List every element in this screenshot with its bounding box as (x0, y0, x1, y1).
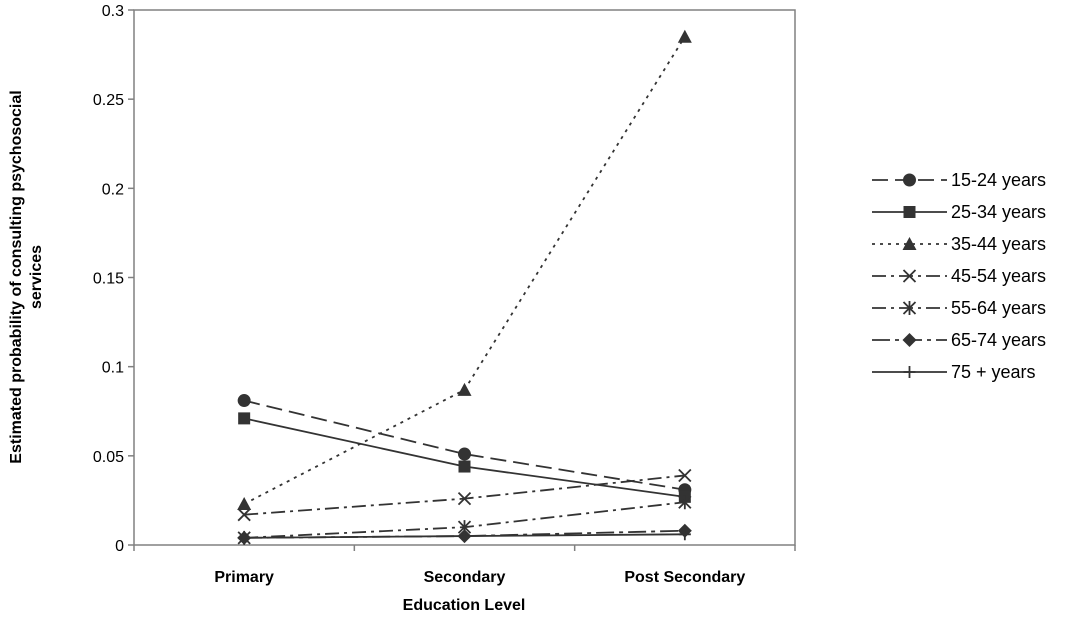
plus-marker (458, 530, 471, 543)
series-7 (238, 528, 691, 544)
square-marker (238, 412, 251, 425)
legend-label: 45-54 years (951, 266, 1046, 286)
x-category-label: Secondary (424, 569, 506, 586)
legend-label: 25-34 years (951, 202, 1046, 222)
circle-marker (237, 394, 251, 408)
series-1 (237, 394, 692, 497)
legend-square-marker (903, 206, 916, 218)
legend-diamond-marker (902, 333, 917, 347)
series-line (243, 36, 686, 505)
series-3 (237, 29, 692, 510)
triangle-marker (677, 29, 692, 43)
x-marker (237, 508, 251, 522)
x-category-label: Primary (214, 569, 274, 586)
series-2 (238, 412, 691, 503)
y-tick-label: 0.25 (93, 92, 124, 109)
circle-marker (458, 447, 471, 461)
legend-item: 45-54 years (872, 266, 1046, 286)
legend-item: 15-24 years (872, 170, 1046, 190)
legend-plus-marker (903, 366, 916, 378)
y-axis-ticks: 0 0.05 0.1 0.15 0.2 0.25 0.3 (93, 3, 134, 555)
legend-star-marker (902, 301, 917, 315)
y-axis-title-line-1: Estimated probability of consulting psyc… (8, 90, 25, 463)
legend-circle-marker (903, 173, 916, 187)
legend-label: 35-44 years (951, 234, 1046, 254)
legend-item: 25-34 years (872, 202, 1046, 222)
x-category-label: Post Secondary (624, 569, 745, 586)
y-tick-label: 0.15 (93, 271, 124, 288)
plus-marker (238, 531, 251, 544)
legend-label: 55-64 years (951, 298, 1046, 318)
y-tick-label: 0.3 (102, 3, 124, 20)
y-axis-title: Estimated probability of consulting psyc… (8, 90, 45, 463)
y-tick-label: 0 (115, 538, 124, 555)
triangle-marker (457, 382, 472, 396)
legend-item: 35-44 years (872, 234, 1046, 254)
legend-item: 55-64 years (872, 298, 1046, 318)
legend-item: 75 + years (872, 362, 1036, 382)
x-axis-title: Education Level (403, 597, 526, 614)
y-tick-label: 0.05 (93, 449, 124, 466)
x-axis-categories: Primary Secondary Post Secondary (133, 545, 796, 586)
legend-label: 15-24 years (951, 170, 1046, 190)
series-line (244, 474, 685, 516)
y-tick-label: 0.2 (102, 181, 124, 198)
legend-item: 65-74 years (872, 330, 1046, 350)
star-marker (678, 495, 692, 510)
legend-triangle-marker (902, 237, 917, 250)
legend-label: 75 + years (951, 362, 1036, 382)
plus-marker (678, 528, 691, 541)
legend-label: 65-74 years (951, 330, 1046, 350)
x-marker (678, 468, 692, 483)
x-marker (457, 491, 472, 506)
legend-x-marker (902, 269, 917, 283)
legend: 15-24 years 25-34 years 35-44 years 45-54 y… (872, 170, 1046, 382)
square-marker (458, 460, 471, 473)
series-group (237, 29, 692, 545)
y-axis-title-line-2: services (28, 245, 45, 309)
y-tick-label: 0.1 (102, 360, 124, 377)
series-4 (237, 468, 692, 522)
triangle-marker (237, 496, 252, 510)
series-line (243, 399, 685, 491)
